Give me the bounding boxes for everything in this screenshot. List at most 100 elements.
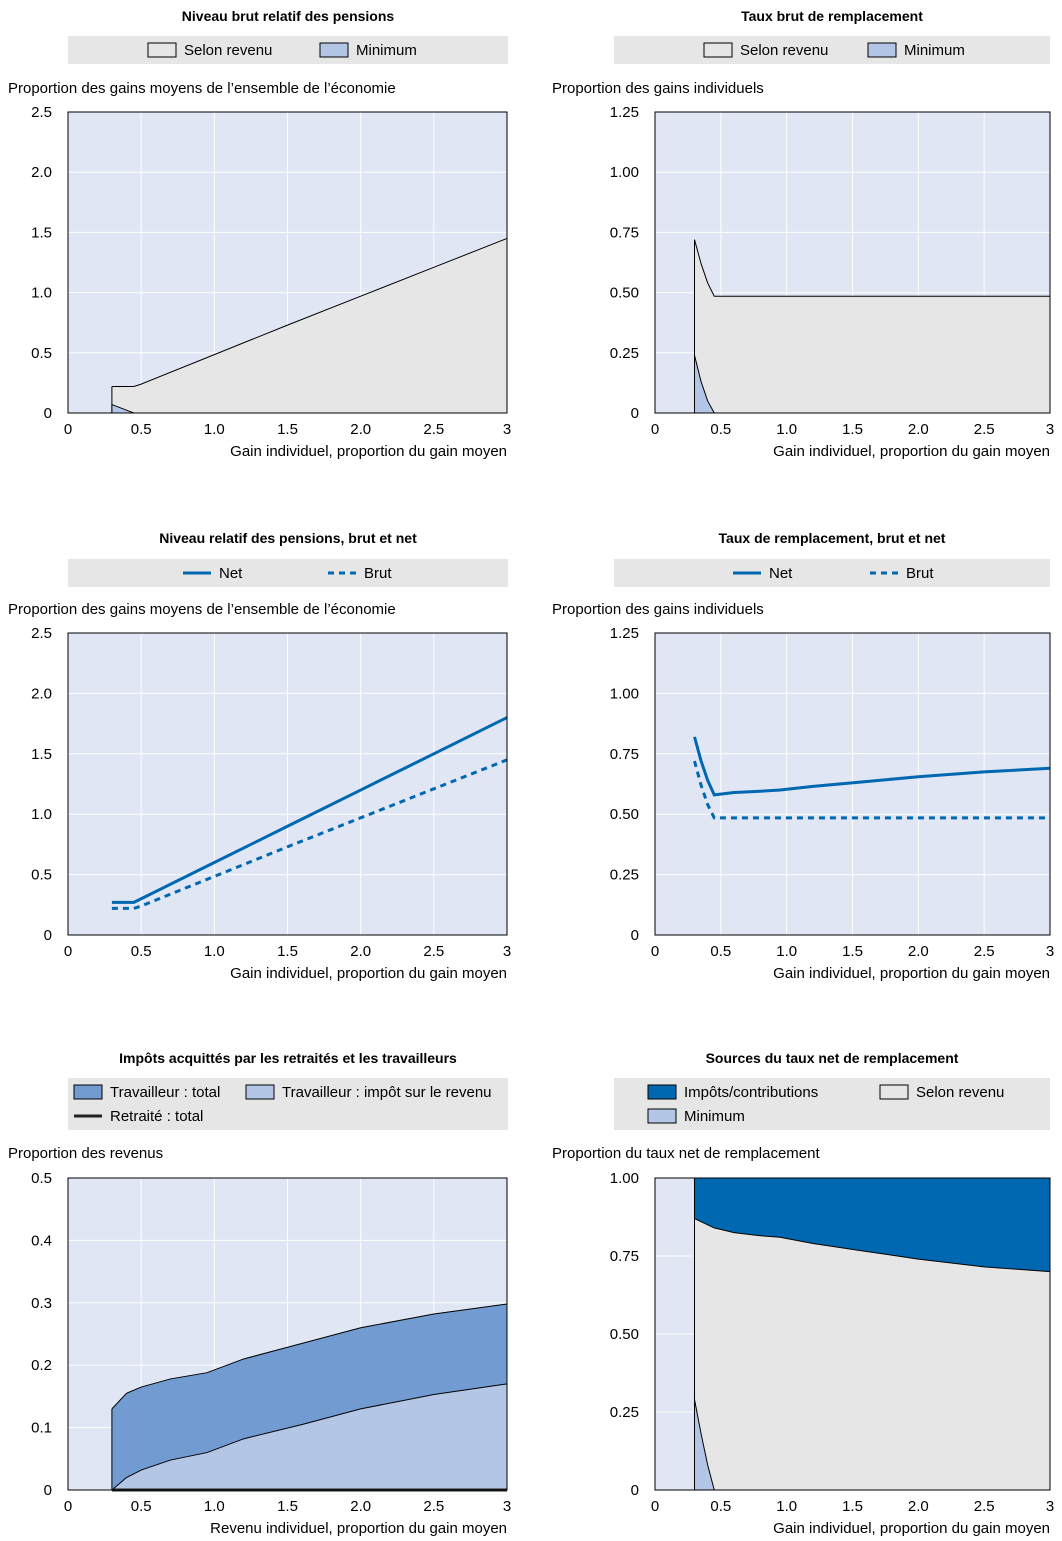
y-tick-label: 1.00 [610,685,639,702]
chart-panel-3: Niveau relatif des pensions, brut et net… [8,530,511,982]
legend-swatch [647,1084,677,1100]
legend: Net Brut [68,559,508,587]
x-axis-label: Gain individuel, proportion du gain moye… [230,965,507,982]
legend-label: Net [219,565,243,582]
x-axis-label: Gain individuel, proportion du gain moye… [230,443,507,460]
legend-swatch [867,42,897,58]
plot-frame [67,632,508,936]
x-tick-label: 1.0 [204,1498,225,1515]
legend-label: Travailleur : impôt sur le revenu [282,1084,492,1101]
y-tick-label: 2.5 [31,104,52,121]
y-tick-label: 0.5 [31,345,52,362]
chart-panel-1: Niveau brut relatif des pensions Selon re… [8,8,511,460]
chart-panel-5: Impôts acquittés par les retraités et le… [8,1050,511,1537]
x-tick-label: 0.5 [710,1498,731,1515]
x-tick-label: 3 [1046,421,1054,438]
x-tick-label: 0.5 [131,421,152,438]
x-tick-label: 2.5 [423,943,444,960]
y-axis-label: Proportion des revenus [8,1145,163,1162]
x-tick-label: 0 [64,943,72,960]
x-tick-label: 0.5 [131,943,152,960]
legend-label: Selon revenu [184,42,272,59]
y-tick-label: 0 [44,1482,52,1499]
x-tick-label: 0.5 [131,1498,152,1515]
x-tick-label: 2.0 [908,421,929,438]
series-net-line [111,716,508,904]
legend-label: Retraité : total [110,1108,203,1125]
x-tick-label: 0 [651,943,659,960]
series-selon-revenu-edge [694,239,1050,297]
legend-label: Travailleur : total [110,1084,220,1101]
y-tick-label: 2.0 [31,685,52,702]
y-tick-label: 0 [631,405,639,422]
chart-title: Sources du taux net de remplacement [706,1050,959,1066]
x-axis-label: Revenu individuel, proportion du gain mo… [210,1520,507,1537]
x-tick-label: 2.0 [350,421,371,438]
x-tick-label: 2.5 [974,1498,995,1515]
y-tick-label: 1.5 [31,224,52,241]
x-tick-label: 1.5 [842,943,863,960]
legend-swatch [73,1084,103,1100]
y-tick-label: 1.00 [610,164,639,181]
y-tick-label: 0.1 [31,1420,52,1437]
y-axis-label: Proportion des gains individuels [552,80,764,97]
x-tick-label: 3 [503,1498,511,1515]
x-tick-label: 0 [64,421,72,438]
chart-title: Taux brut de remplacement [741,8,923,24]
y-axis-label: Proportion des gains moyens de l’ensembl… [8,80,396,97]
y-tick-label: 0.50 [610,1326,639,1343]
legend-swatch [147,42,177,58]
legend-item: Selon revenu [147,42,272,59]
series-selon-revenu-area [111,238,508,413]
plot-frame [67,1177,508,1491]
legend-item: Travailleur : impôt sur le revenu [245,1084,492,1101]
y-axis-label: Proportion du taux net de remplacement [552,1145,820,1162]
x-tick-label: 2.0 [350,1498,371,1515]
series-travailleur-imp-t-sur-le-revenu-area [111,1383,508,1490]
y-tick-label: 2.5 [31,625,52,642]
x-tick-label: 3 [1046,1498,1054,1515]
legend-item: Net [733,565,793,582]
y-tick-label: 0.2 [31,1357,52,1374]
x-tick-label: 3 [503,421,511,438]
series-travailleur-imp-t-sur-le-revenu-edge [111,1383,508,1491]
x-tick-label: 2.5 [974,421,995,438]
y-tick-label: 0.50 [610,806,639,823]
legend-item: Brut [328,565,392,582]
x-tick-label: 1.5 [842,1498,863,1515]
series-travailleur-total-edge [111,1303,508,1410]
x-tick-label: 1.0 [776,943,797,960]
x-tick-label: 1.0 [204,943,225,960]
series-selon-revenu-edge [111,237,508,388]
y-axis-label: Proportion des gains moyens de l’ensembl… [8,601,396,618]
legend-item: Retraité : total [74,1108,203,1125]
y-tick-label: 0 [631,927,639,944]
chart-title: Impôts acquittés par les retraités et le… [119,1050,457,1066]
legend-swatch [879,1084,909,1100]
y-tick-label: 1.25 [610,625,639,642]
x-tick-label: 3 [503,943,511,960]
legend-label: Selon revenu [740,42,828,59]
legend-item: Selon revenu [703,42,828,59]
legend-label: Minimum [356,42,417,59]
legend-background [68,559,508,587]
legend-swatch [319,42,349,58]
chart-panel-4: Taux de remplacement, brut et net Net Brut… [552,530,1054,982]
legend: Travailleur : total Travailleur : impôt s… [68,1078,508,1130]
legend: Selon revenu Minimum [68,36,508,64]
legend-item: Brut [870,565,934,582]
x-tick-label: 1.5 [277,421,298,438]
legend-label: Net [769,565,793,582]
y-tick-label: 0.50 [610,285,639,302]
legend-label: Minimum [904,42,965,59]
x-tick-label: 2.0 [908,1498,929,1515]
x-tick-label: 2.5 [423,421,444,438]
chart-title: Niveau relatif des pensions, brut et net [159,530,417,546]
x-tick-label: 2.0 [350,943,371,960]
legend-background [614,36,1050,64]
legend-item: Minimum [867,42,965,59]
chart-panel-6: Sources du taux net de remplacement Impôt… [552,1050,1054,1537]
legend-background [68,1078,508,1130]
y-tick-label: 0.75 [610,1248,639,1265]
